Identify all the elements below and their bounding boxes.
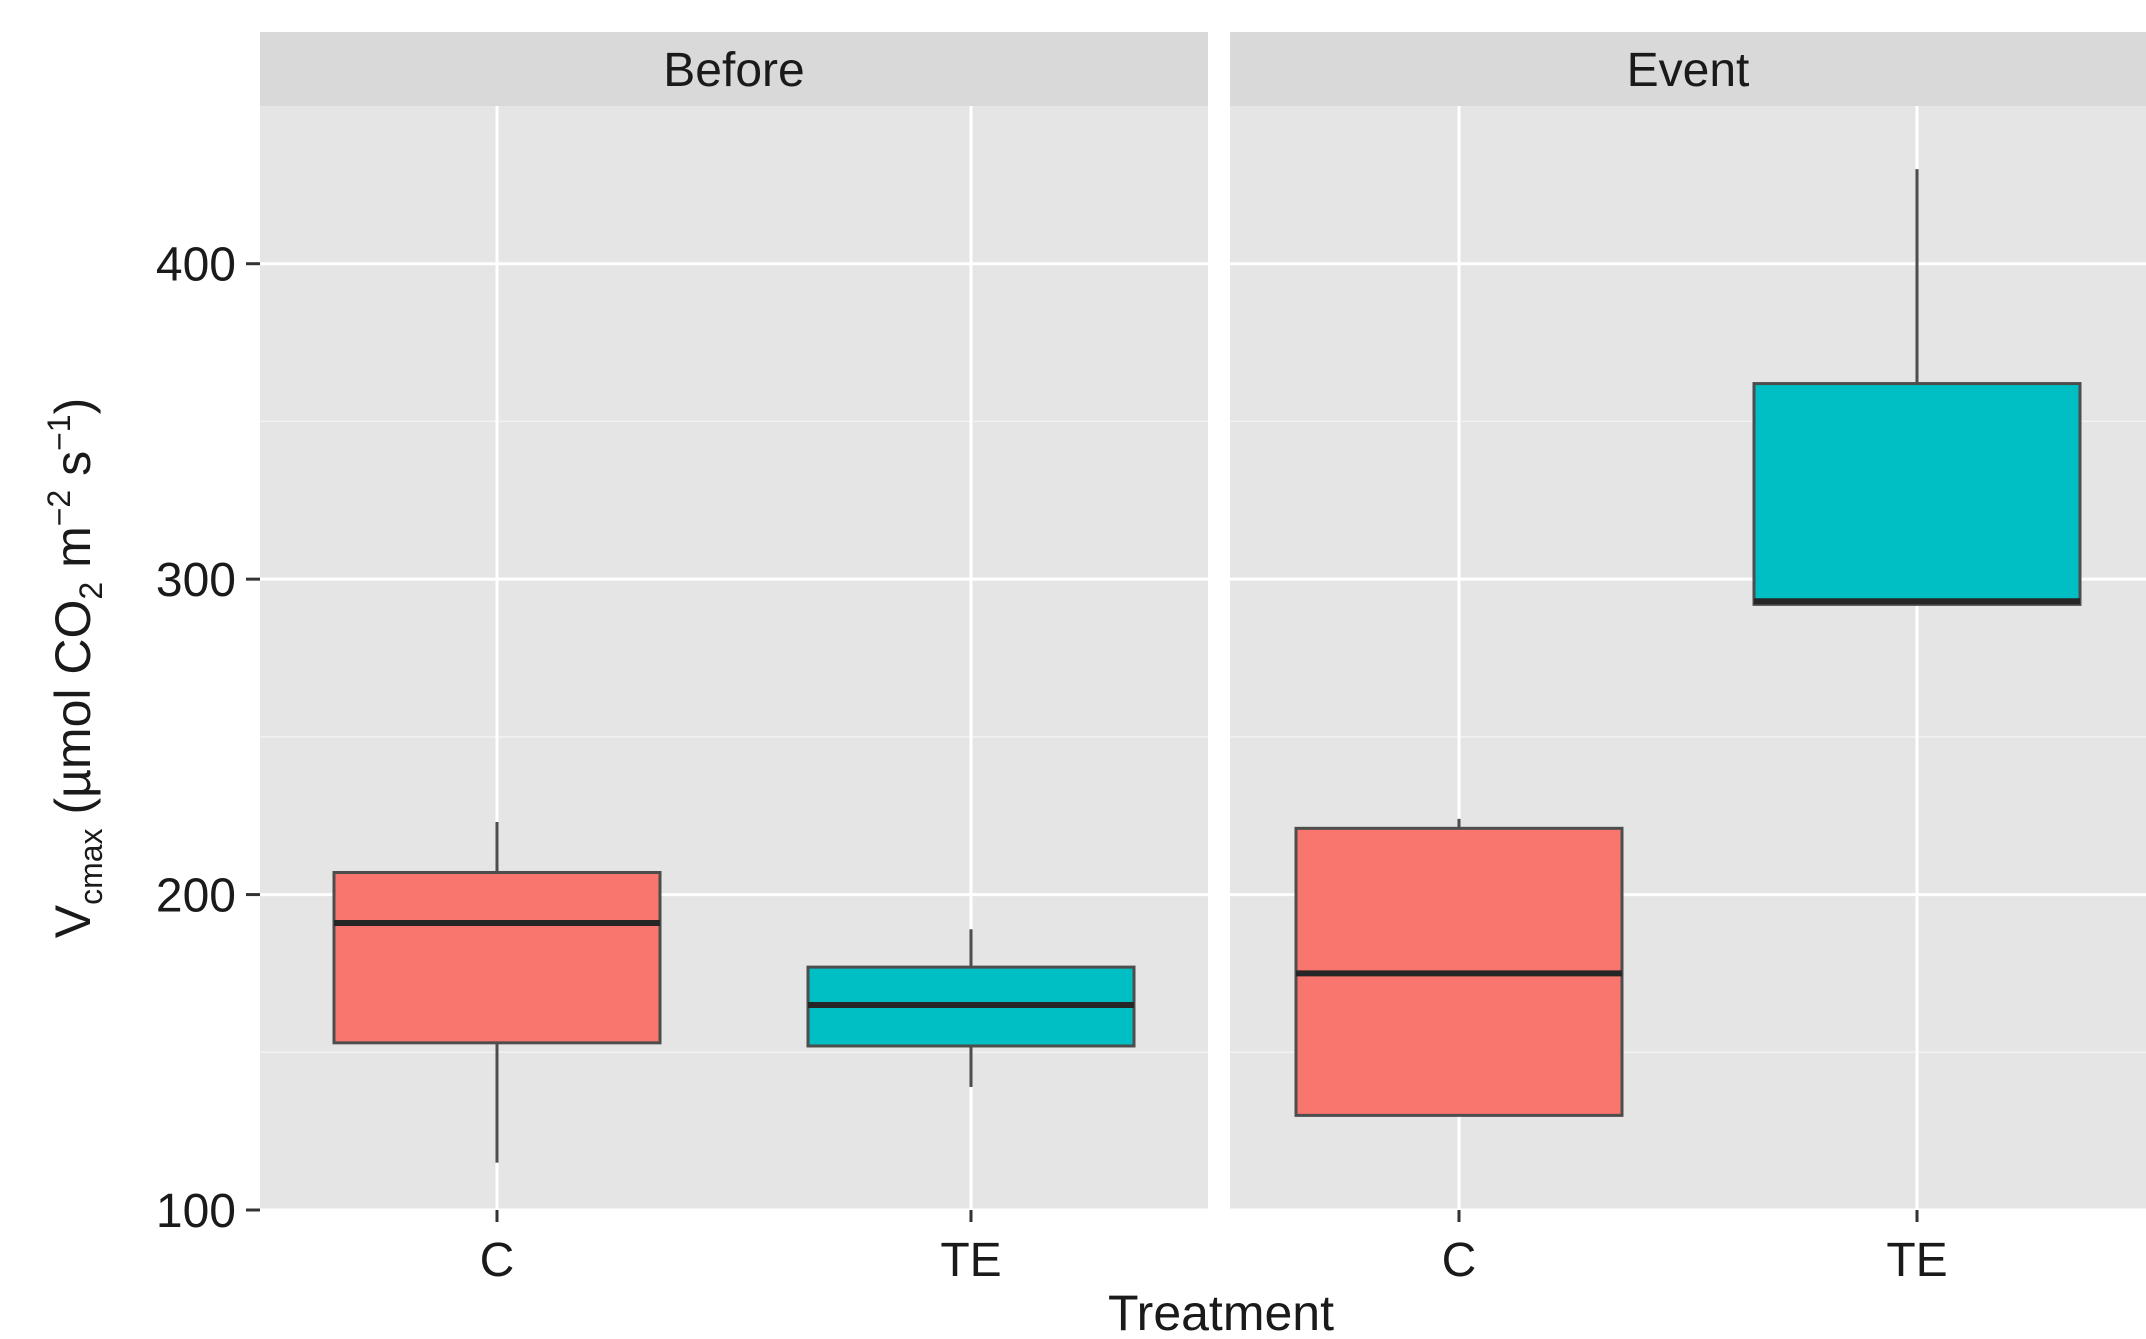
y-title-sub: cmax bbox=[73, 828, 109, 904]
x-axis: C TE C TE bbox=[480, 1210, 1948, 1287]
y-axis-title: Vcmax (µmol CO2 m−2 s−1) bbox=[41, 398, 109, 939]
y-title-text: (µmol CO bbox=[45, 600, 101, 829]
x-axis-title: Treatment bbox=[1108, 1285, 1334, 1339]
y-title-sup2: −1 bbox=[41, 414, 77, 450]
x-tick-label: C bbox=[1442, 1234, 1477, 1287]
y-title-mid: m bbox=[45, 526, 101, 582]
y-tick-label: 200 bbox=[156, 870, 236, 923]
y-title-end: ) bbox=[45, 398, 101, 415]
y-title-mid2: s bbox=[45, 451, 101, 490]
box-before-c bbox=[332, 822, 662, 1163]
y-tick-label: 300 bbox=[156, 554, 236, 607]
y-axis: 100 200 300 400 bbox=[156, 239, 260, 1238]
x-tick-label: C bbox=[480, 1234, 515, 1287]
facet-strip bbox=[260, 32, 1208, 106]
facet-label-before: Before bbox=[663, 44, 804, 97]
panels: Before Event bbox=[260, 32, 2146, 1212]
x-tick-label: TE bbox=[1886, 1234, 1947, 1287]
box-iqr bbox=[1752, 382, 2082, 606]
box-event-te bbox=[1752, 169, 2082, 606]
y-tick-label: 100 bbox=[156, 1185, 236, 1238]
box-iqr bbox=[332, 870, 662, 1045]
y-title-sub2: 2 bbox=[73, 582, 109, 600]
box-before-te bbox=[806, 929, 1136, 1087]
facet-label-event: Event bbox=[1627, 44, 1750, 97]
x-tick-label: TE bbox=[940, 1234, 1001, 1287]
y-title-sup1: −2 bbox=[41, 490, 77, 526]
y-title-base: V bbox=[45, 904, 101, 938]
box-event-c bbox=[1294, 818, 1624, 1117]
facet-strip bbox=[1230, 32, 2146, 106]
y-tick-label: 400 bbox=[156, 239, 236, 292]
